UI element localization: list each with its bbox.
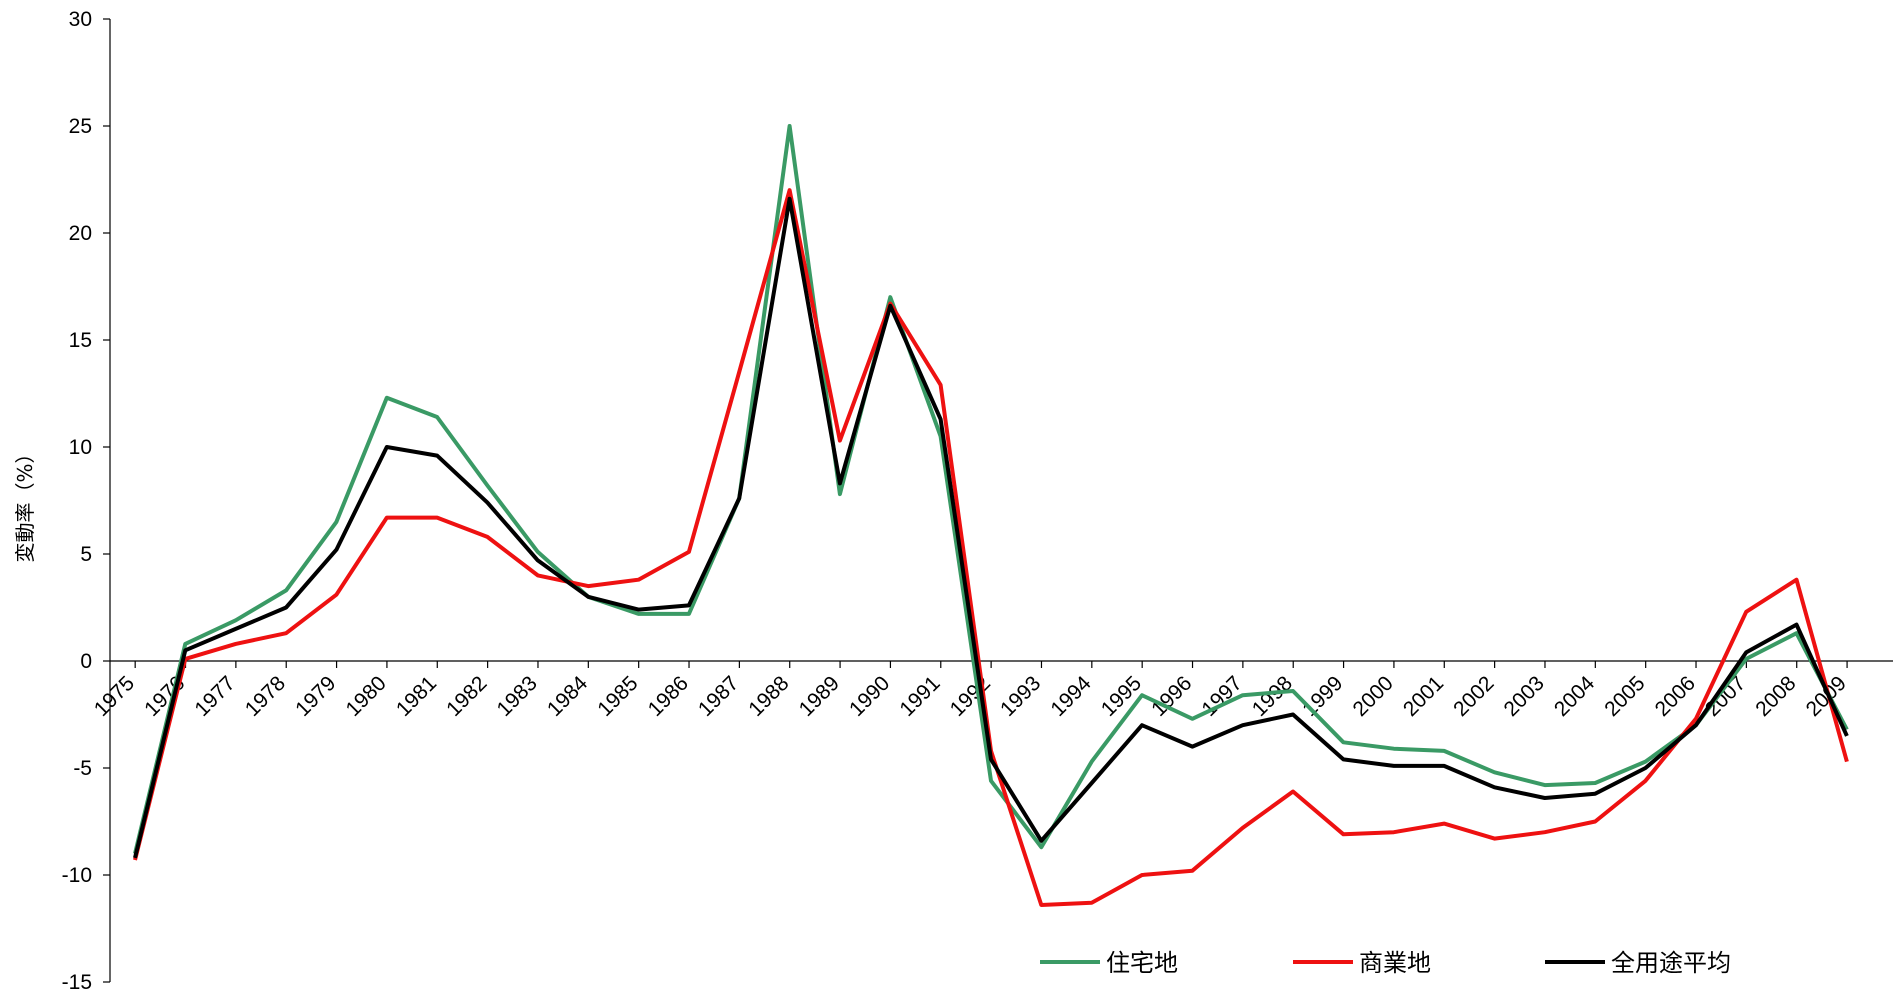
- x-tick-label: 1988: [744, 672, 793, 721]
- y-tick-label: 30: [69, 8, 92, 31]
- x-tick-label: 1993: [996, 672, 1045, 721]
- y-tick-label: 20: [69, 222, 92, 245]
- x-tick-label: 2000: [1349, 672, 1398, 721]
- x-tick-label: 1985: [593, 672, 642, 721]
- y-axis: -15 -10 -5 0 5 10 15 20 25 30: [62, 8, 111, 989]
- x-tick-label: 1980: [342, 672, 391, 721]
- x-tick-label: 2008: [1751, 672, 1800, 721]
- x-tick-label: 1994: [1046, 672, 1096, 722]
- x-tick-label: 2005: [1600, 672, 1649, 721]
- x-tick-label: 1983: [493, 672, 542, 721]
- y-tick-label: -10: [62, 864, 92, 887]
- x-tick-label: 1982: [442, 672, 491, 721]
- y-tick-label: 5: [80, 543, 92, 566]
- y-tick-label: 0: [80, 650, 92, 673]
- x-tick-label: 2004: [1550, 672, 1600, 722]
- x-tick-label: 2002: [1449, 672, 1498, 721]
- x-tick-label: 1989: [795, 672, 844, 721]
- x-axis: 1975 1976 1977 1978 1979 1980 1981 1982 1983 1984…: [90, 660, 1893, 722]
- y-tick-label: -5: [73, 757, 92, 780]
- x-tick-label: 1987: [694, 672, 743, 721]
- x-tick-label: 1999: [1298, 672, 1347, 721]
- y-tick-label: 15: [69, 329, 92, 352]
- legend-label: 住宅地: [1106, 949, 1178, 977]
- y-axis-title: 変動率（%）: [13, 443, 37, 562]
- x-tick-label: 1977: [190, 672, 239, 721]
- x-tick-label: 1996: [1147, 672, 1196, 721]
- x-tick-label: 1990: [845, 672, 894, 721]
- legend-label: 商業地: [1359, 949, 1431, 977]
- x-tick-label: 1981: [392, 672, 441, 721]
- y-tick-label: -15: [62, 971, 92, 989]
- y-tick-label: 10: [69, 436, 92, 459]
- x-tick-label: 1975: [90, 672, 139, 721]
- x-tick-label: 2006: [1651, 672, 1700, 721]
- series-line-1: [133, 124, 1849, 855]
- x-tick-label: 1991: [895, 672, 944, 721]
- x-tick-label: 1984: [543, 672, 593, 722]
- series-line-2: [133, 188, 1849, 907]
- x-tick-label: 2009: [1802, 672, 1851, 721]
- x-tick-label: 2001: [1399, 672, 1448, 721]
- legend-label: 全用途平均: [1611, 949, 1731, 977]
- x-tick-label: 1978: [241, 672, 290, 721]
- x-tick-label: 2003: [1500, 672, 1549, 721]
- y-tick-label: 25: [69, 115, 92, 138]
- legend: 住宅地 商業地 全用途平均: [1040, 949, 1731, 977]
- x-tick-label: 1979: [291, 672, 340, 721]
- series-lines: [133, 124, 1849, 907]
- x-tick-label: 1986: [644, 672, 693, 721]
- series-line-3: [133, 196, 1849, 859]
